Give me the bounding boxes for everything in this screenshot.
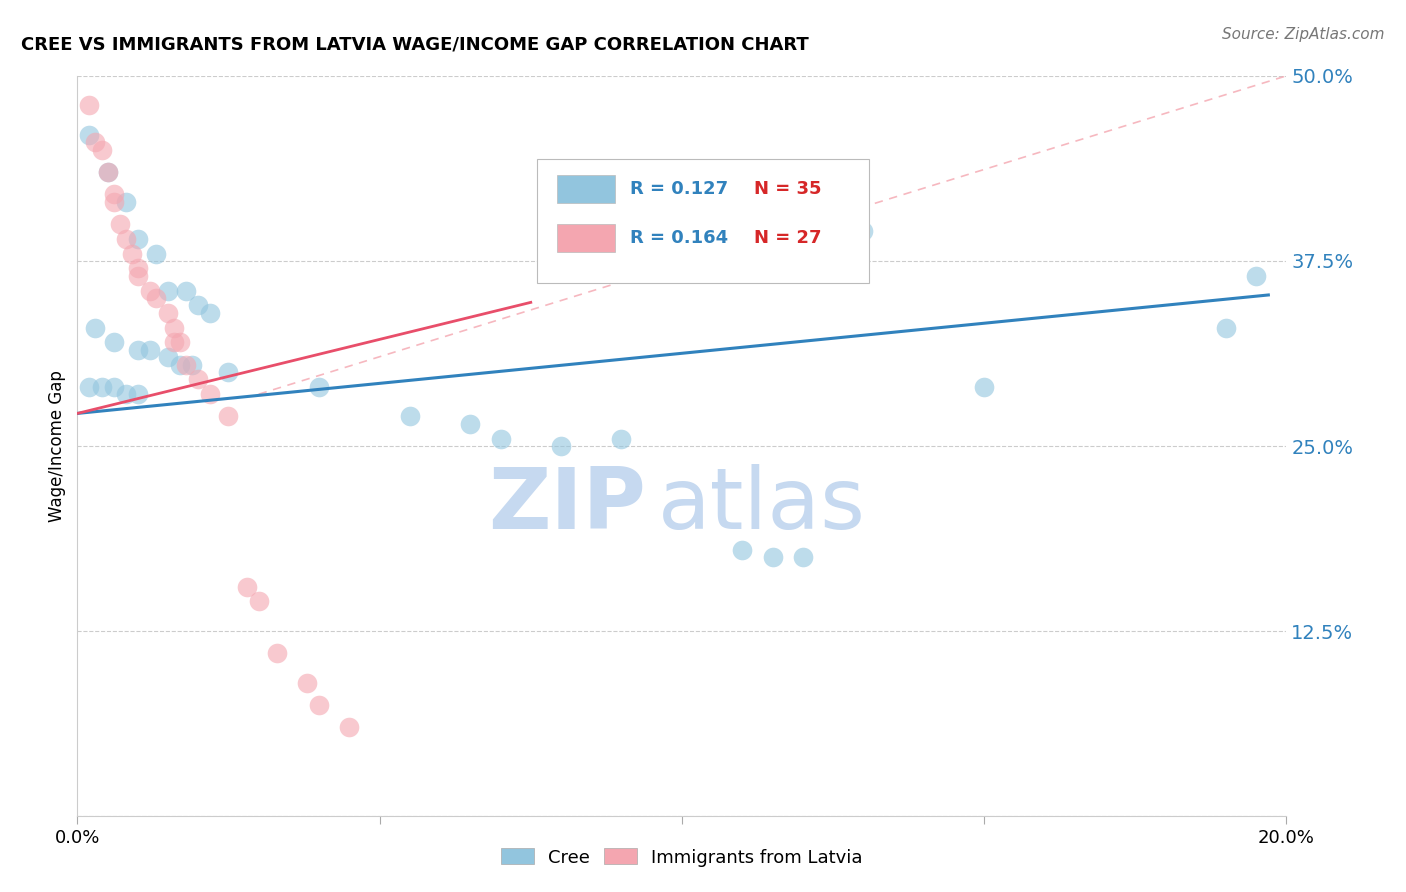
Point — [200, 387, 222, 401]
Point — [187, 372, 209, 386]
Point — [295, 676, 318, 690]
Point — [114, 387, 136, 401]
Point — [114, 232, 136, 246]
Point — [1215, 320, 1237, 334]
Point — [163, 335, 186, 350]
Point — [762, 549, 785, 565]
Point — [96, 165, 118, 179]
Text: CREE VS IMMIGRANTS FROM LATVIA WAGE/INCOME GAP CORRELATION CHART: CREE VS IMMIGRANTS FROM LATVIA WAGE/INCO… — [21, 36, 808, 54]
Text: R = 0.164: R = 0.164 — [630, 229, 728, 247]
Point — [308, 698, 330, 712]
Point — [108, 217, 131, 231]
Point — [200, 306, 222, 320]
Point — [84, 320, 107, 334]
Point — [169, 358, 191, 372]
Point — [852, 224, 875, 238]
Text: R = 0.127: R = 0.127 — [630, 180, 728, 198]
Point — [157, 350, 180, 364]
Point — [127, 261, 149, 276]
Point — [157, 306, 180, 320]
Point — [337, 720, 360, 734]
Y-axis label: Wage/Income Gap: Wage/Income Gap — [48, 370, 66, 522]
Point — [169, 335, 191, 350]
Text: N = 35: N = 35 — [755, 180, 823, 198]
Point — [1246, 268, 1268, 283]
Point — [235, 580, 257, 594]
Point — [103, 380, 125, 394]
Text: Source: ZipAtlas.com: Source: ZipAtlas.com — [1222, 27, 1385, 42]
Point — [181, 358, 204, 372]
Point — [163, 320, 186, 334]
Point — [550, 439, 572, 453]
Point — [610, 432, 633, 446]
Point — [103, 187, 125, 202]
Text: ZIP: ZIP — [488, 464, 645, 547]
Point — [218, 365, 240, 379]
Point — [187, 298, 209, 312]
Point — [127, 232, 149, 246]
Point — [90, 143, 112, 157]
Point — [127, 387, 149, 401]
Point — [90, 380, 112, 394]
Point — [79, 380, 101, 394]
Point — [174, 358, 197, 372]
Point — [731, 542, 754, 557]
Point — [103, 335, 125, 350]
Point — [174, 284, 197, 298]
Text: atlas: atlas — [658, 464, 866, 547]
Point — [139, 343, 162, 357]
Point — [84, 136, 107, 150]
FancyBboxPatch shape — [557, 175, 616, 203]
Point — [266, 646, 288, 660]
Point — [114, 194, 136, 209]
Point — [792, 549, 814, 565]
Point — [489, 432, 512, 446]
Point — [458, 417, 481, 431]
Point — [973, 380, 995, 394]
Point — [399, 409, 422, 424]
Point — [79, 128, 101, 142]
Point — [218, 409, 240, 424]
Legend: Cree, Immigrants from Latvia: Cree, Immigrants from Latvia — [494, 841, 870, 874]
Text: N = 27: N = 27 — [755, 229, 823, 247]
Point — [145, 291, 167, 305]
Point — [139, 284, 162, 298]
Point — [247, 594, 270, 608]
Point — [127, 268, 149, 283]
Point — [157, 284, 180, 298]
Point — [127, 343, 149, 357]
Point — [96, 165, 118, 179]
Point — [79, 98, 101, 112]
Point — [121, 246, 143, 260]
Point — [145, 246, 167, 260]
Point — [103, 194, 125, 209]
FancyBboxPatch shape — [537, 159, 869, 283]
Point — [308, 380, 330, 394]
FancyBboxPatch shape — [557, 224, 616, 252]
